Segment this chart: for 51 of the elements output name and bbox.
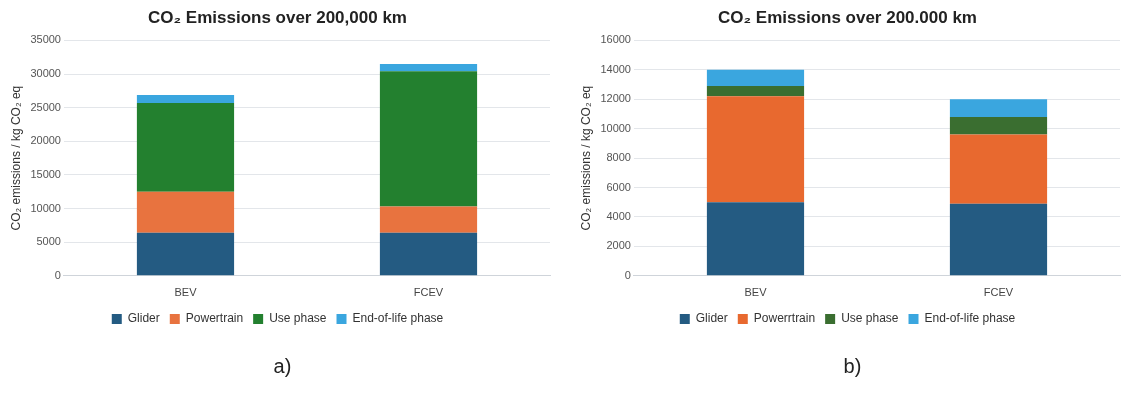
x-tick-label: BEV xyxy=(744,286,768,299)
chart-title: CO₂ Emissions over 200.000 km xyxy=(718,7,977,27)
legend-label: End-of-life phase xyxy=(924,311,1016,326)
bar xyxy=(706,96,805,203)
y-tick-label: 35000 xyxy=(30,33,61,46)
bar xyxy=(379,232,478,276)
y-tick-label: 0 xyxy=(624,268,631,281)
legend-label: Powertrain xyxy=(185,311,244,326)
bar xyxy=(949,116,1048,135)
y-tick-label: 2000 xyxy=(606,239,631,252)
bar xyxy=(379,71,478,207)
y-tick-label: 16000 xyxy=(600,33,631,46)
y-tick-label: 30000 xyxy=(30,67,61,80)
y-tick-label: 20000 xyxy=(30,134,61,147)
bar xyxy=(136,232,235,276)
legend-label: Use phase xyxy=(841,311,899,326)
x-tick-label: BEV xyxy=(174,286,198,299)
y-tick-label: 25000 xyxy=(30,100,61,113)
y-tick-label: 6000 xyxy=(606,180,631,193)
y-tick-label: 5000 xyxy=(36,235,61,248)
bar xyxy=(379,206,478,233)
y-tick-label: 12000 xyxy=(600,92,631,105)
legend-label: Glider xyxy=(127,311,160,326)
y-axis-title: CO₂ emissions / kg CO₂ eq xyxy=(578,85,593,231)
legend-label: End-of-life phase xyxy=(352,311,444,326)
legend-label: Glider xyxy=(695,311,728,326)
bar xyxy=(706,202,805,276)
x-tick-label: FCEV xyxy=(413,286,444,299)
y-tick-label: 8000 xyxy=(606,151,631,164)
bar xyxy=(136,102,235,192)
legend-label: Use phase xyxy=(269,311,327,326)
text: b) xyxy=(842,355,863,378)
x-tick-label: FCEV xyxy=(983,286,1014,299)
y-tick-label: 10000 xyxy=(600,121,631,134)
bar xyxy=(949,99,1048,117)
bar xyxy=(949,134,1048,204)
bar xyxy=(706,69,805,87)
y-tick-label: 4000 xyxy=(606,209,631,222)
y-tick-label: 15000 xyxy=(30,167,61,180)
bar xyxy=(706,86,805,97)
y-tick-label: 14000 xyxy=(600,62,631,75)
legend-label: Powerrtrain xyxy=(753,311,816,326)
bar xyxy=(379,63,478,72)
bar xyxy=(136,191,235,233)
y-axis-title: CO₂ emissions / kg CO₂ eq xyxy=(8,85,23,231)
chart-title: CO₂ Emissions over 200,000 km xyxy=(148,7,407,27)
text: a) xyxy=(272,355,293,378)
bar xyxy=(949,203,1048,276)
bar xyxy=(136,94,235,103)
y-tick-label: 0 xyxy=(54,268,61,281)
y-tick-label: 10000 xyxy=(30,201,61,214)
